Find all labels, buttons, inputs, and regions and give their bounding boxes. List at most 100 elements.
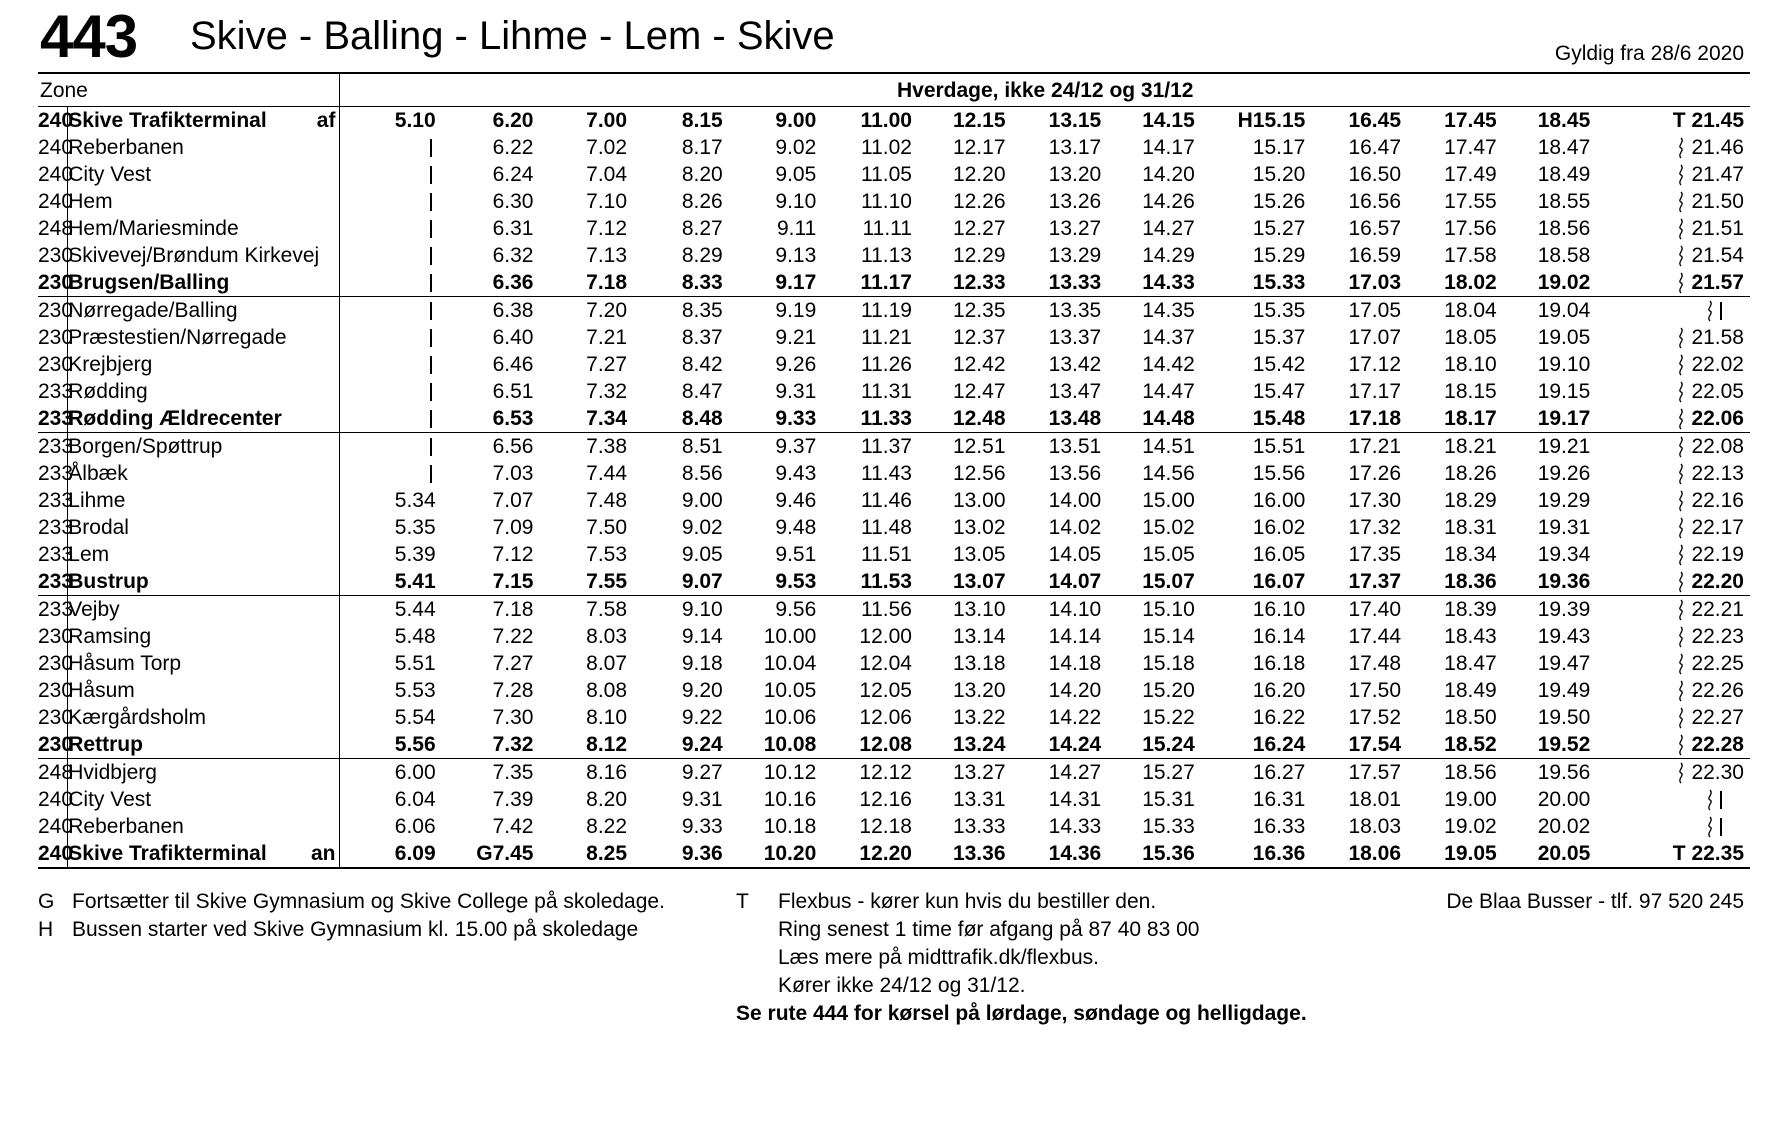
departure-time: 6.00 (394, 761, 436, 784)
pass-bar (429, 220, 432, 238)
departure-time: 12.06 (859, 706, 912, 729)
table-row: 233 Brodal 5.35 7.09 7.50 9.02 9.48 11.48 13.02 1… (38, 514, 1750, 541)
table-row: 240 City Vest 6.24 7.04 8.20 9.05 11.05 12.20 13… (38, 161, 1750, 188)
table-row: 230 Ramsing 5.48 7.22 8.03 9.14 10.00 12.00 13.1… (38, 623, 1750, 650)
departure-time: 5.41 (339, 568, 436, 596)
flexbus-connector-icon (1677, 327, 1685, 349)
departure-time: 10.08 (722, 731, 817, 759)
departure-time: 16.57 (1348, 217, 1402, 240)
departure-time: 12.48 (911, 405, 1006, 433)
departure-time: 15.26 (1252, 190, 1306, 213)
zone-cell: 233 (38, 432, 73, 460)
stop-name-cell: Rettrup (67, 731, 341, 759)
departure-time: 13.15 (1048, 109, 1102, 132)
departure-time: 14.10 (1048, 598, 1102, 621)
departure-time: 13.33 (952, 815, 1006, 838)
departure-time: 22.25 (1691, 652, 1744, 675)
departure-time: 16.00 (1252, 489, 1306, 512)
departure-time: 19.31 (1537, 516, 1591, 539)
footnote-t-key: T (736, 890, 749, 913)
departure-time: 7.22 (492, 625, 534, 648)
departure-time: 18.45 (1537, 109, 1591, 132)
departure-time: 6.53 (435, 405, 534, 433)
pass-bar (429, 438, 432, 456)
departure-time: 12.26 (952, 190, 1006, 213)
footnote-t-line3: Læs mere på midttrafik.dk/flexbus. (778, 946, 1099, 969)
departure-time: 7.03 (492, 462, 534, 485)
departure-time: 9.00 (681, 489, 723, 512)
stop-name-cell: Borgen/Spøttrup (67, 432, 341, 460)
departure-time: 18.43 (1444, 625, 1497, 648)
departure-time: 6.32 (492, 244, 534, 267)
flexbus-time-cell: 22.28 (1590, 731, 1750, 759)
table-row: 248 Hvidbjerg 6.00 7.35 8.16 9.27 10.12 12.12 13… (38, 758, 1750, 786)
departure-time: 14.33 (1101, 269, 1195, 297)
departure-time: 18.52 (1401, 731, 1497, 759)
table-row: 230 Præstestien/Nørregade 6.40 7.21 8.37 9.21… (38, 324, 1750, 351)
flexbus-connector-icon (1677, 680, 1685, 702)
departure-time: 19.05 (1401, 840, 1497, 869)
departure-time: 17.49 (1444, 163, 1497, 186)
flexbus-time-cell: 22.27 (1590, 704, 1750, 731)
departure-time: 7.21 (586, 326, 628, 349)
departure-time: 18.36 (1401, 568, 1497, 596)
departure-time: 9.17 (722, 269, 817, 297)
departure-time: 7.20 (586, 299, 628, 322)
departure-time: 14.24 (1005, 731, 1102, 759)
timetable-body: 240 Skive Trafikterminal af 5.10 6.20 7.00 8.1… (38, 106, 1750, 869)
departure-time: 21.46 (1691, 136, 1744, 159)
flexbus-time-cell: 22.26 (1590, 677, 1750, 704)
departure-time: 7.58 (586, 598, 628, 621)
departure-time: 7.12 (492, 543, 534, 566)
flexbus-connector-icon (1677, 218, 1685, 240)
departure-time: 19.15 (1537, 380, 1591, 403)
departure-time: 11.19 (860, 299, 912, 322)
stop-name: City Vest (68, 163, 152, 186)
zone-cell: 233 (38, 595, 73, 623)
stop-name: Håsum Torp (68, 652, 182, 675)
departure-time: 16.36 (1194, 840, 1306, 869)
departure-time: 6.24 (492, 163, 534, 186)
departure-time: 15.51 (1252, 435, 1306, 458)
departure-time: 21.47 (1691, 163, 1744, 186)
departure-time: 11.26 (860, 353, 912, 376)
departure-time: 9.53 (722, 568, 817, 596)
departure-time: 13.02 (952, 516, 1006, 539)
zone-cell: 230 (38, 623, 74, 650)
departure-time: 15.14 (1142, 625, 1195, 648)
departure-time: 18.02 (1401, 269, 1497, 297)
flexbus-connector-icon (1677, 707, 1685, 729)
departure-time: 9.37 (775, 435, 817, 458)
departure-time: 11.53 (816, 568, 912, 596)
stop-name: Kærgårdsholm (68, 706, 206, 729)
departure-time: 8.20 (586, 788, 628, 811)
departure-time: 19.05 (1537, 326, 1591, 349)
departure-time: 9.02 (681, 516, 723, 539)
departure-time: 18.29 (1444, 489, 1497, 512)
stop-name-cell: Reberbanen (67, 813, 341, 840)
departure-time: 6.56 (492, 435, 534, 458)
stop-name-cell: Vejby (67, 595, 341, 623)
departure-time: 19.49 (1537, 679, 1591, 702)
departure-time: 7.44 (586, 462, 628, 485)
departure-time: 9.51 (775, 543, 817, 566)
stop-name-cell: Skive Trafikterminal an (67, 840, 341, 869)
stop-name-cell: Brugsen/Balling (67, 269, 341, 297)
departure-time: 7.55 (533, 568, 628, 596)
departure-time: 14.20 (1142, 163, 1195, 186)
flexbus-connector-icon (1677, 517, 1685, 539)
departure-time: 18.34 (1444, 543, 1497, 566)
table-row: 240 Reberbanen 6.22 7.02 8.17 9.02 11.02 12.17 1… (38, 134, 1750, 161)
flexbus-time-cell: 22.21 (1590, 596, 1750, 624)
departure-time: 22.20 (1691, 570, 1744, 593)
departure-time: 9.26 (775, 353, 817, 376)
departure-time: 9.33 (681, 815, 723, 838)
departure-time: 7.07 (492, 489, 534, 512)
departure-time: 17.37 (1305, 568, 1402, 596)
departure-time: 19.39 (1537, 598, 1591, 621)
departure-time: 15.48 (1194, 405, 1306, 433)
departure-time: 12.47 (952, 380, 1006, 403)
departure-time: 9.00 (775, 109, 817, 132)
day-header: Hverdage, ikke 24/12 og 31/12 (339, 72, 1750, 107)
flexbus-time-cell: 22.23 (1590, 623, 1750, 650)
